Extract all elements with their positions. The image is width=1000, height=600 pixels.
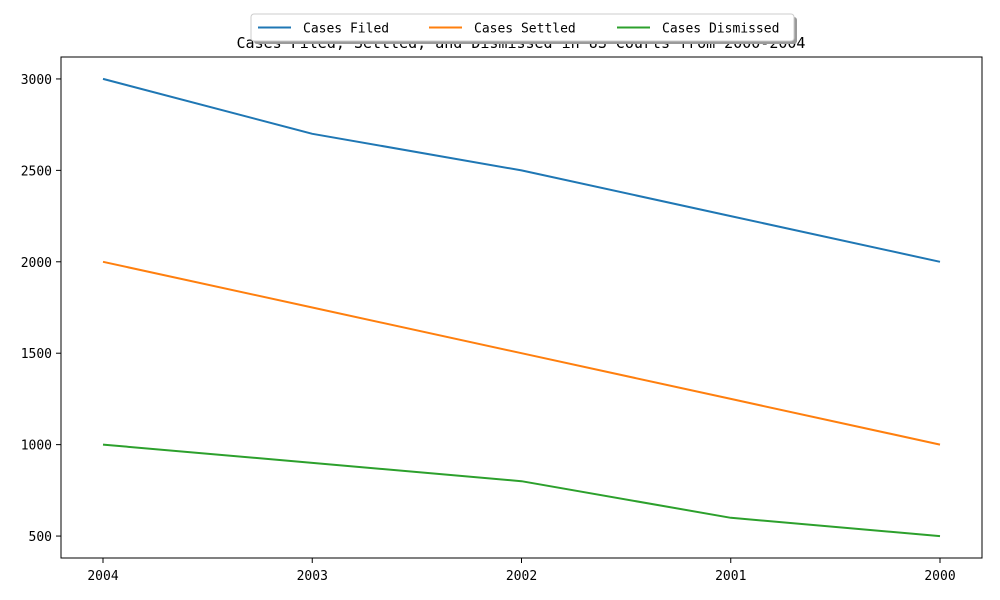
y-tick-label: 1500 xyxy=(21,347,52,362)
x-tick-label: 2003 xyxy=(297,569,328,584)
legend-label: Cases Dismissed xyxy=(662,22,779,37)
y-axis: 500 1000 1500 2000 2500 3000 xyxy=(21,73,61,545)
legend-box xyxy=(250,13,795,42)
x-tick-label: 2004 xyxy=(87,569,118,584)
x-tick-label: 2002 xyxy=(506,569,537,584)
x-tick-label: 2000 xyxy=(924,569,955,584)
series-line-cases-filed xyxy=(102,77,941,263)
plot-area xyxy=(60,56,983,559)
x-tick-label: 2001 xyxy=(715,569,746,584)
series-line-cases-settled xyxy=(102,260,941,446)
y-tick-label: 2500 xyxy=(21,164,52,179)
legend: Cases Filed Cases Settled Cases Dismissed xyxy=(250,13,797,44)
series-line-cases-dismissed xyxy=(102,443,941,538)
legend-label: Cases Filed xyxy=(303,22,389,37)
series-layer xyxy=(102,77,941,538)
legend-label: Cases Settled xyxy=(474,22,576,37)
y-tick-label: 500 xyxy=(29,530,52,545)
y-tick-label: 3000 xyxy=(21,73,52,88)
y-tick-label: 2000 xyxy=(21,256,52,271)
y-tick-label: 1000 xyxy=(21,439,52,454)
x-axis: 2004 2003 2002 2001 2000 xyxy=(87,558,956,584)
